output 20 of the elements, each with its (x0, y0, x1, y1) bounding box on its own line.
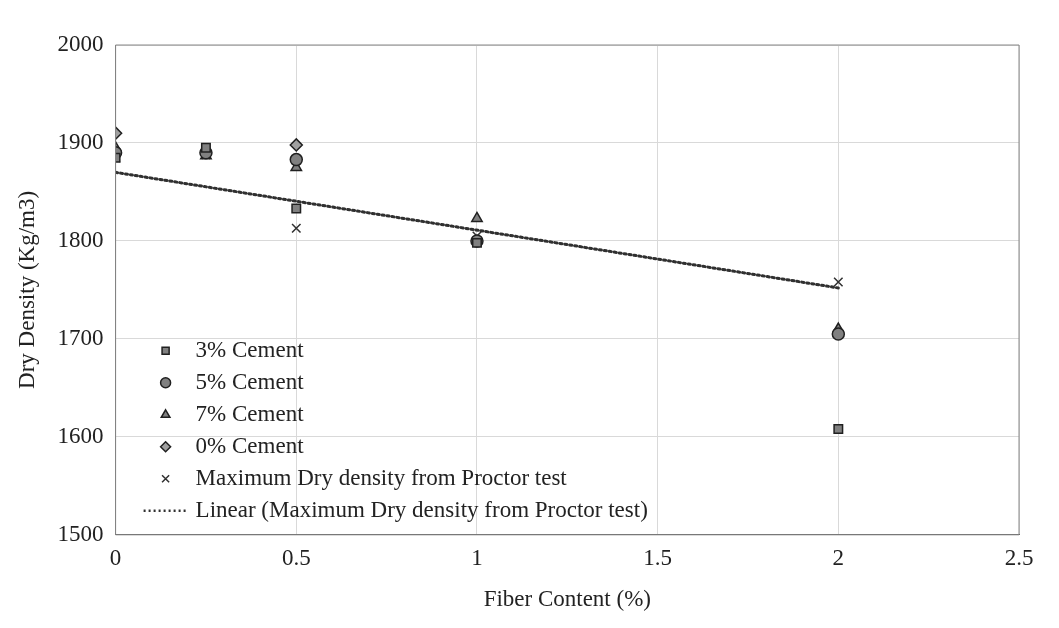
x-tick-label: 1 (471, 544, 483, 570)
x-axis-title: Fiber Content (%) (483, 586, 651, 612)
y-tick-label: 1800 (57, 226, 104, 252)
y-tick-label: 1700 (57, 324, 104, 350)
legend-label: Linear (Maximum Dry density from Proctor test) (195, 496, 648, 522)
legend-label: 5% Cement (195, 368, 305, 394)
y-tick-label: 2000 (57, 31, 104, 57)
y-tick-label: 1600 (57, 422, 104, 448)
x-tick-label: 2.5 (1004, 544, 1034, 570)
x-tick-label: 2 (832, 544, 845, 570)
x-tick-label: 1.5 (643, 544, 673, 570)
x-tick-label: 0 (109, 544, 122, 570)
legend-label: 0% Cement (195, 432, 305, 458)
legend-label: Maximum Dry density from Proctor test (195, 464, 568, 490)
y-tick-label: 1500 (57, 520, 104, 546)
y-tick-label: 1900 (57, 129, 104, 155)
legend-label: 7% Cement (195, 400, 305, 426)
x-tick-label: 0.5 (281, 544, 311, 570)
legend-label: 3% Cement (195, 336, 305, 362)
y-axis-title: Dry Density (Kg/m3) (13, 190, 39, 389)
